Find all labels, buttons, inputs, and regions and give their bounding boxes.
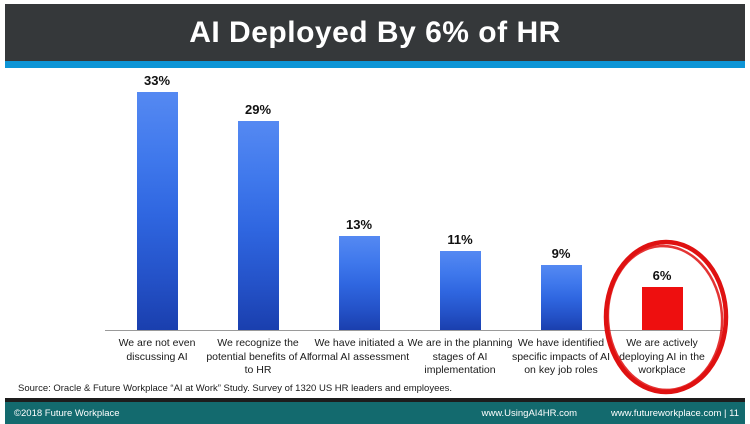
source-note: Source: Oracle & Future Workplace “AI at… xyxy=(18,383,453,394)
slide-footer: ©2018 Future Workplace www.UsingAI4HR.co… xyxy=(5,402,745,424)
category-label-0: We are not even discussing AI xyxy=(118,337,196,363)
category-label-2: We have initiated a formal AI assessment xyxy=(308,337,410,363)
footer-divider xyxy=(5,398,745,402)
category-label-1: We recognize the potential benefits of A… xyxy=(206,337,310,377)
bar-value-label-2: 13% xyxy=(345,217,373,232)
category-label-4: We have identified specific impacts of A… xyxy=(511,337,611,377)
footer-link-futureworkplace[interactable]: www.futureworkplace.com | 11 xyxy=(611,407,739,419)
bar-3 xyxy=(440,251,481,330)
bar-value-label-1: 29% xyxy=(244,102,272,117)
bar-5 xyxy=(642,287,683,330)
bar-value-label-0: 33% xyxy=(143,73,171,88)
bar-2 xyxy=(339,236,380,330)
bar-value-label-3: 11% xyxy=(447,232,473,247)
footer-link-usingai4hr[interactable]: www.UsingAI4HR.com xyxy=(481,407,578,419)
bar-value-label-4: 9% xyxy=(551,246,571,261)
slide-title: AI Deployed By 6% of HR xyxy=(189,15,561,49)
bar-4 xyxy=(541,265,582,330)
bar-value-label-5: 6% xyxy=(652,268,672,283)
category-label-5: We are actively deploying AI in the work… xyxy=(619,337,705,377)
category-label-3: We are in the planning stages of AI impl… xyxy=(407,337,513,377)
footer-copyright: ©2018 Future Workplace xyxy=(14,407,120,419)
header-accent-bar xyxy=(5,61,745,68)
slide-header: AI Deployed By 6% of HR xyxy=(5,4,745,61)
bar-1 xyxy=(238,121,279,330)
bar-0 xyxy=(137,92,178,330)
x-axis-line xyxy=(105,330,722,331)
